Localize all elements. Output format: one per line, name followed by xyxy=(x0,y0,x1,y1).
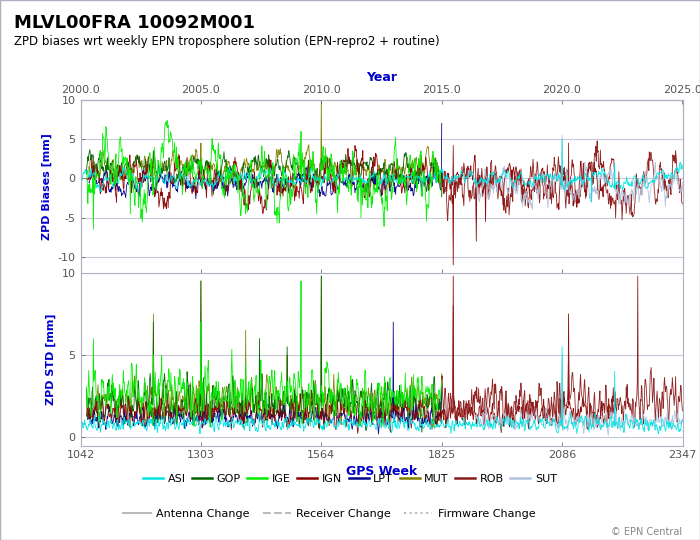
Legend: ASI, GOP, IGE, IGN, LPT, MUT, ROB, SUT: ASI, GOP, IGE, IGN, LPT, MUT, ROB, SUT xyxy=(139,470,561,489)
Legend: Antenna Change, Receiver Change, Firmware Change: Antenna Change, Receiver Change, Firmwar… xyxy=(118,505,540,524)
Text: ZPD biases wrt weekly EPN troposphere solution (EPN-repro2 + routine): ZPD biases wrt weekly EPN troposphere so… xyxy=(14,35,440,48)
X-axis label: GPS Week: GPS Week xyxy=(346,464,417,477)
Y-axis label: ZPD Biases [mm]: ZPD Biases [mm] xyxy=(42,133,52,240)
Y-axis label: ZPD STD [mm]: ZPD STD [mm] xyxy=(46,313,56,405)
Text: © EPN Central: © EPN Central xyxy=(611,527,682,537)
Text: MLVL00FRA 10092M001: MLVL00FRA 10092M001 xyxy=(14,14,255,31)
X-axis label: Year: Year xyxy=(366,71,397,84)
